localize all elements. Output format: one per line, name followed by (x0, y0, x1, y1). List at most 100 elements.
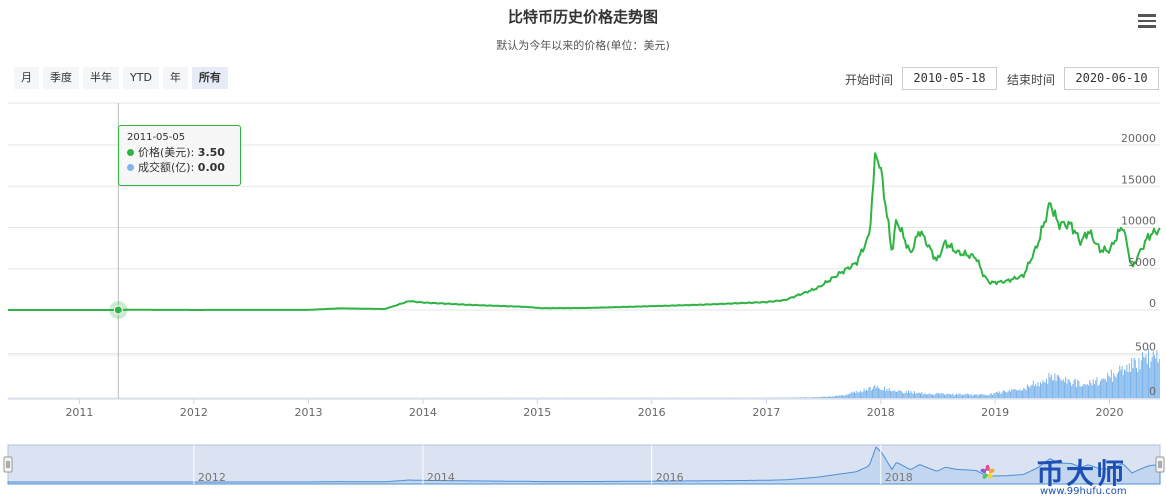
volume-bar (1088, 385, 1089, 398)
volume-bar (942, 393, 944, 398)
volume-bar (884, 386, 885, 398)
volume-bar (815, 397, 817, 398)
volume-bar (808, 397, 810, 398)
volume-bar (1127, 372, 1129, 398)
chart-subtitle: 默认为今年以来的价格(单位：美元) (496, 39, 670, 52)
volume-bar (852, 392, 854, 398)
volume-bar (1068, 380, 1070, 398)
volume-bar (1113, 372, 1115, 398)
volume-bar (1044, 382, 1046, 398)
volume-bar (878, 387, 879, 398)
volume-bar (858, 392, 860, 398)
volume-bar (1047, 383, 1049, 398)
volume-bar (1060, 379, 1062, 398)
volume-bar (1050, 374, 1052, 398)
volume-bar (960, 395, 962, 398)
volume-bar (882, 390, 884, 398)
volume-bar (926, 394, 927, 398)
volume-bar (965, 393, 967, 398)
volume-bar (1090, 382, 1092, 398)
volume-bar (959, 393, 961, 398)
volume-bar (1077, 379, 1079, 398)
volume-bar (1138, 358, 1140, 398)
volume-bar (1139, 369, 1141, 398)
volume-bar (1073, 379, 1075, 398)
volume-bar (909, 392, 911, 398)
range-button-ytd[interactable]: YTD (123, 67, 159, 89)
volume-bar (950, 394, 951, 398)
range-button-quarter[interactable]: 季度 (43, 67, 79, 89)
volume-bar (1080, 386, 1082, 398)
range-button-year[interactable]: 年 (162, 67, 188, 89)
volume-bar (1054, 373, 1056, 398)
volume-bar (954, 394, 956, 398)
volume-bar (803, 397, 805, 398)
volume-bar (995, 392, 997, 398)
volume-bar (860, 390, 861, 398)
navigator-tick-label: 2014 (427, 471, 455, 484)
end-date-input[interactable]: 2020-06-10 (1064, 67, 1159, 90)
volume-bar (938, 393, 939, 398)
navigator-left-handle[interactable] (3, 456, 13, 473)
volume-bar (984, 395, 986, 398)
volume-bar (886, 388, 888, 398)
volume-bar (980, 394, 981, 398)
volume-bar (891, 391, 893, 398)
volume-bar (1134, 359, 1136, 398)
navigator-tick-label: 2012 (198, 471, 226, 484)
hamburger-menu-icon[interactable] (1138, 14, 1156, 28)
volume-bar (813, 397, 815, 398)
start-date-input[interactable]: 2010-05-18 (902, 67, 997, 90)
volume-bar (1082, 386, 1083, 398)
hover-point (113, 305, 123, 315)
range-button-half-year[interactable]: 半年 (83, 67, 119, 89)
range-button-all[interactable]: 所有 (191, 67, 228, 89)
volume-bar (1048, 373, 1050, 398)
volume-bar (1037, 382, 1039, 398)
volume-bar (929, 393, 931, 398)
volume-bar (894, 391, 896, 398)
x-tick-label: 2013 (295, 406, 323, 419)
volume-bar (971, 395, 973, 398)
volume-bar (825, 396, 827, 398)
volume-bar (1025, 390, 1027, 398)
volume-bar (1146, 363, 1148, 398)
volume-bar (970, 393, 972, 398)
volume-bar (941, 393, 943, 398)
volume-bar (1058, 375, 1059, 398)
volume-bar (1091, 385, 1093, 398)
volume-bar (969, 395, 971, 398)
volume-bar (902, 392, 903, 398)
volume-bar (1061, 380, 1063, 398)
volume-bar (1001, 392, 1003, 398)
range-button-month[interactable]: 月 (14, 67, 39, 89)
volume-bar (1029, 387, 1031, 398)
volume-bar (819, 397, 821, 398)
volume-bar (966, 393, 968, 398)
volume-bar (1107, 373, 1109, 398)
tooltip-price-label: 价格(美元) (138, 146, 191, 159)
volume-bar (1085, 385, 1087, 398)
volume-tick-label: 500 (1135, 340, 1156, 353)
volume-bar (870, 390, 872, 398)
volume-bar (830, 396, 831, 398)
volume-bar (1053, 379, 1055, 398)
volume-bar (1014, 389, 1016, 398)
volume-bar (964, 394, 966, 398)
volume-bar (908, 390, 909, 398)
volume-bar (963, 394, 965, 398)
volume-bar (923, 393, 925, 398)
navigator-right-handle[interactable] (1155, 456, 1165, 473)
volume-bar (1066, 383, 1068, 398)
volume-bar (850, 392, 852, 398)
volume-bar (1030, 385, 1032, 398)
x-tick-label: 2011 (65, 406, 93, 419)
volume-bar (1108, 375, 1110, 398)
volume-bar (885, 391, 887, 398)
volume-bar (879, 388, 881, 398)
volume-bar (930, 394, 932, 398)
volume-bar (989, 393, 991, 398)
volume-bar (880, 389, 882, 398)
volume-bar (801, 397, 803, 398)
